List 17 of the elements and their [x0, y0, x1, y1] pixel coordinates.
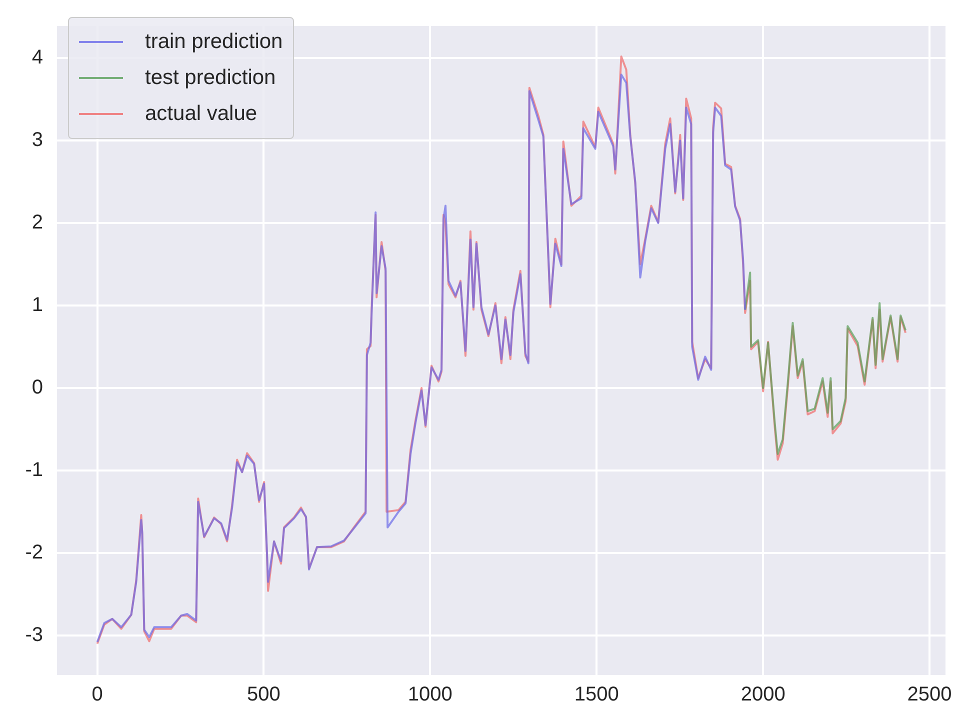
- x-tick-label: 0: [92, 684, 103, 706]
- legend-label: actual value: [145, 102, 258, 126]
- y-tick-label: -3: [25, 624, 43, 646]
- y-tick-label: 4: [32, 46, 43, 69]
- y-tick-label: 1: [32, 294, 43, 316]
- y-tick-label: -2: [25, 541, 43, 564]
- x-tick-label: 2000: [740, 684, 786, 706]
- y-tick-label: 2: [32, 212, 43, 234]
- legend-label: test prediction: [145, 66, 276, 90]
- x-tick-label: 2500: [907, 684, 952, 706]
- y-tick-label: 0: [32, 376, 43, 399]
- legend-label: train prediction: [145, 30, 283, 54]
- x-tick-label: 1000: [408, 684, 452, 706]
- y-tick-label: 3: [32, 129, 43, 152]
- y-tick-label: -1: [25, 459, 43, 481]
- x-tick-label: 500: [247, 684, 280, 706]
- x-tick-label: 1500: [574, 684, 619, 706]
